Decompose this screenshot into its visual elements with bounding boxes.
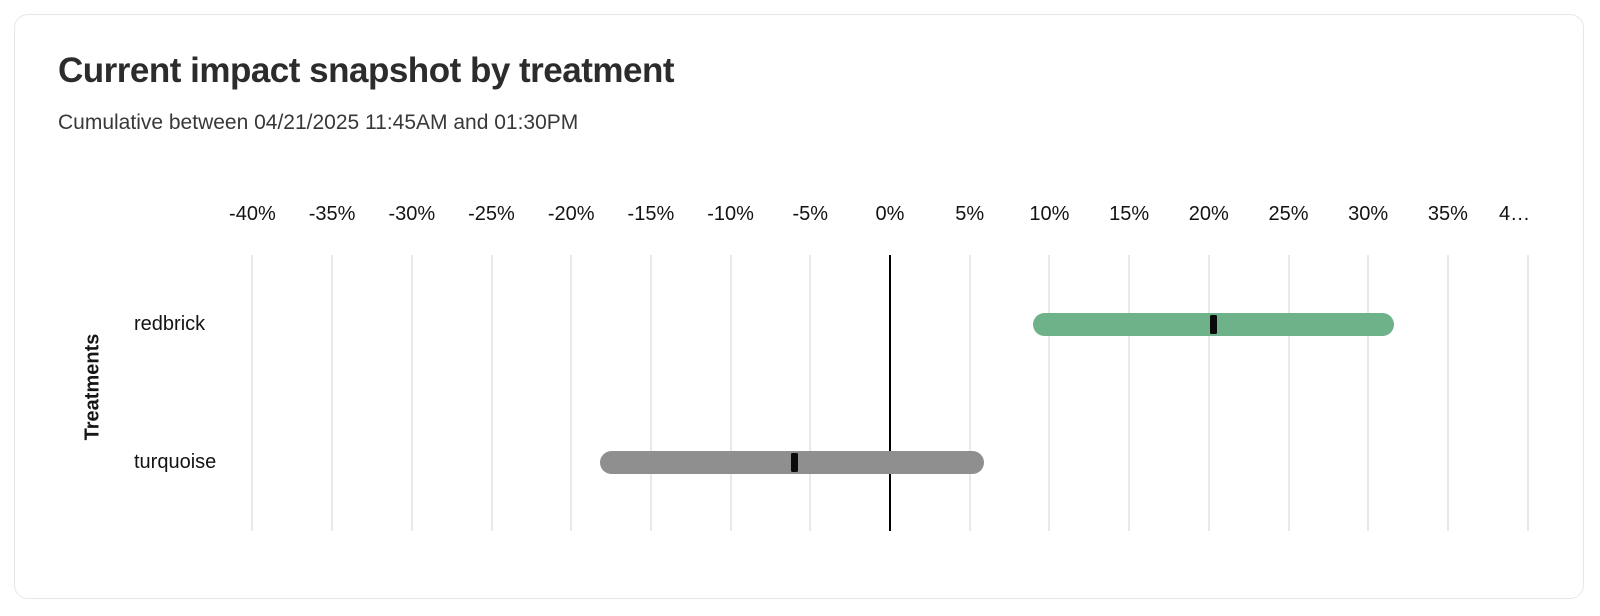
point-estimate-marker-turquoise xyxy=(790,452,798,472)
treatment-label-redbrick: redbrick xyxy=(134,313,206,335)
gridline xyxy=(1287,255,1290,531)
x-tick-label: -35% xyxy=(308,203,356,225)
x-tick-label: -10% xyxy=(707,203,754,225)
gridline xyxy=(1446,255,1449,531)
gridline xyxy=(251,255,254,531)
gridline xyxy=(809,255,812,531)
zero-baseline xyxy=(889,255,891,531)
impact-chart-card: Current impact snapshot by treatment Cum… xyxy=(14,14,1584,599)
chart-title: Current impact snapshot by treatment xyxy=(58,51,675,90)
x-tick-label: 4… xyxy=(1498,203,1531,225)
x-tick-label: 0% xyxy=(875,203,905,225)
x-tick-label: 15% xyxy=(1109,203,1150,225)
x-tick-label: -30% xyxy=(388,203,436,225)
gridline xyxy=(649,255,652,531)
impact-range-chart: Treatments -40% -35% -30% -25% -20% -15% -10% -… xyxy=(15,15,1583,598)
x-tick-label: 10% xyxy=(1029,203,1070,225)
gridline xyxy=(1367,255,1370,531)
x-tick-label: -40% xyxy=(229,203,276,225)
gridline xyxy=(410,255,413,531)
x-tick-label: 35% xyxy=(1427,203,1468,225)
x-tick-label: 30% xyxy=(1348,203,1389,225)
y-axis-label: Treatments xyxy=(81,333,104,441)
gridline xyxy=(1128,255,1131,531)
gridline xyxy=(490,255,493,531)
gridline xyxy=(1207,255,1210,531)
treatment-label-turquoise: turquoise xyxy=(134,451,217,473)
x-tick-label: -20% xyxy=(547,203,595,225)
x-tick-label: 25% xyxy=(1268,203,1309,225)
gridline xyxy=(1526,255,1529,531)
gridline xyxy=(570,255,573,531)
gridline xyxy=(331,255,334,531)
gridline xyxy=(729,255,732,531)
gridline xyxy=(968,255,971,531)
x-tick-label: -25% xyxy=(468,203,515,225)
chart-subtitle: Cumulative between 04/21/2025 11:45AM an… xyxy=(58,111,579,134)
x-tick-label: -15% xyxy=(627,203,675,225)
gridline xyxy=(1048,255,1051,531)
x-tick-label: 5% xyxy=(955,203,985,225)
x-tick-label: 20% xyxy=(1188,203,1229,225)
point-estimate-marker-redbrick xyxy=(1210,314,1218,334)
x-tick-label: -5% xyxy=(792,203,829,225)
